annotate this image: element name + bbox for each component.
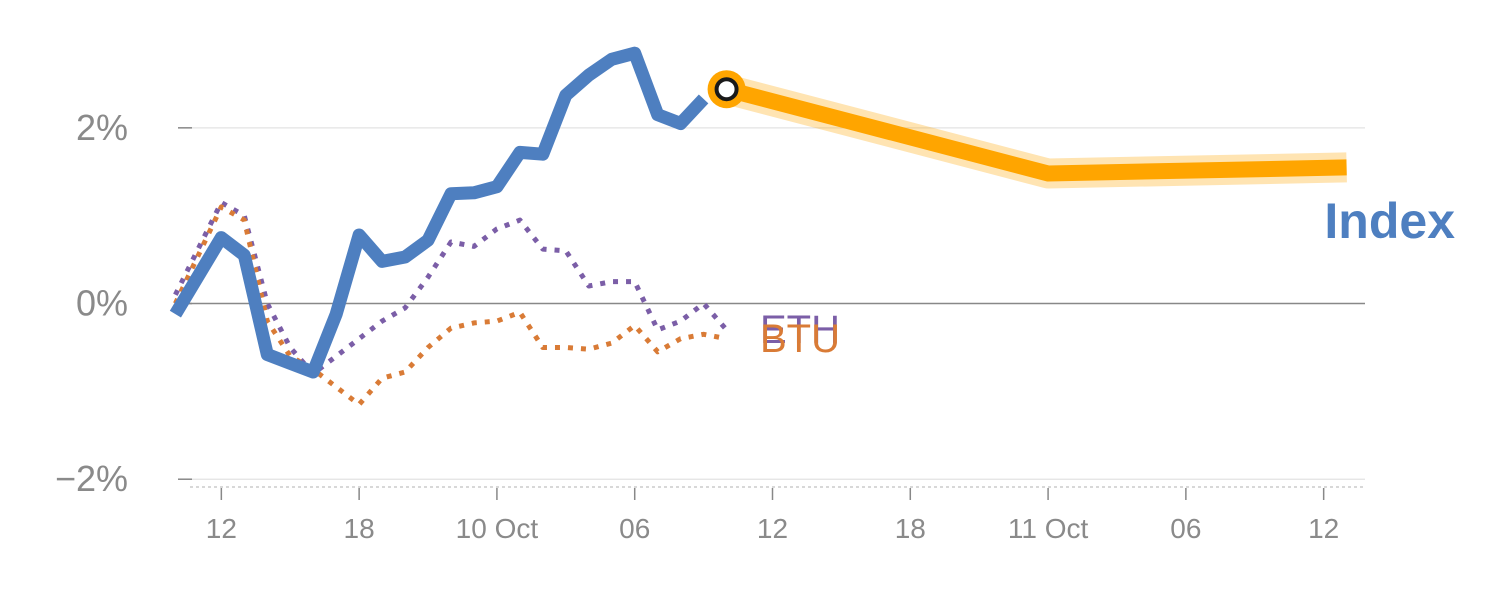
x-tick-label: 12: [206, 513, 237, 544]
series-line-index: [169, 46, 709, 379]
x-tick-label: 11 Oct: [1008, 513, 1089, 544]
x-tick-label: 18: [895, 513, 926, 544]
gridlines: [180, 127, 1365, 488]
series-line-eth: [173, 200, 729, 377]
series-label-eth: ETH: [760, 308, 840, 352]
y-tick-label: 0%: [76, 283, 128, 324]
x-tick-label: 10 Oct: [456, 513, 539, 544]
x-tick-label: 12: [1308, 513, 1339, 544]
series-line-btu: [173, 204, 728, 407]
marker-dot: [714, 77, 739, 102]
x-tick-label: 06: [1170, 513, 1201, 544]
x-tick-label: 12: [757, 513, 788, 544]
x-tick-label: 18: [344, 513, 375, 544]
axis-ticks: 2% 0% −2% 12 18 10 Oct 06 12 18 11 Oct 06 12: [55, 107, 1339, 544]
x-tick-label: 06: [619, 513, 650, 544]
series-lines: [169, 46, 1347, 407]
y-tick-label: −2%: [55, 458, 128, 499]
series-line-forecast: [724, 81, 1347, 182]
series-label-index: Index: [1324, 193, 1455, 249]
series-label-btu: BTU: [760, 317, 840, 361]
series-glow-forecast: [722, 74, 1347, 189]
y-tick-label: 2%: [76, 107, 128, 148]
